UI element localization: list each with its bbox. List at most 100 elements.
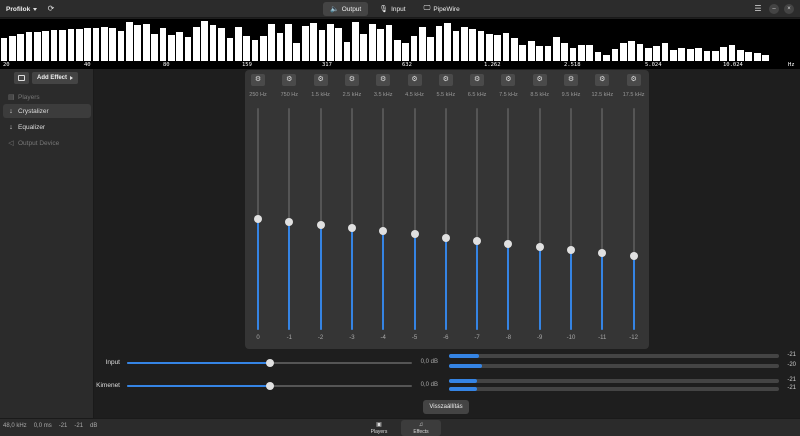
output-level-bar-right <box>449 387 779 391</box>
spectrum-bar <box>209 24 217 61</box>
sidebar-item-label: Output Device <box>18 139 60 147</box>
band-settings-gear-icon[interactable]: ⚙ <box>501 74 516 86</box>
band-settings-gear-icon[interactable]: ⚙ <box>344 74 359 86</box>
band-gain-slider[interactable] <box>285 218 294 227</box>
band-settings-gear-icon[interactable]: ⚙ <box>282 74 297 86</box>
sidebar-toggle-button[interactable] <box>14 72 29 84</box>
spectrum-bar <box>117 30 125 61</box>
spectrum-bar <box>134 25 142 61</box>
band-slider-track <box>350 108 353 330</box>
nav-effects[interactable]: ♫ Effects <box>401 420 441 436</box>
bottom-bar: 48,0 kHz 0,0 ms -21 -21 dB ▣ Players ♫ E… <box>0 418 800 436</box>
band-gain-slider[interactable] <box>441 233 450 242</box>
band-settings-gear-icon[interactable]: ⚙ <box>595 74 610 86</box>
nav-players[interactable]: ▣ Players <box>359 420 399 436</box>
band-slider-track <box>507 108 510 330</box>
band-gain-slider[interactable] <box>629 252 638 260</box>
band-gain-slider[interactable] <box>567 245 575 254</box>
band-slider-fill <box>444 237 447 330</box>
spectrum-bar <box>360 34 368 61</box>
band-settings-gear-icon[interactable]: ⚙ <box>438 74 453 86</box>
spectrum-bar <box>511 37 518 61</box>
chevron-down-icon <box>33 7 38 11</box>
tab-input[interactable]: 🎙 Input <box>372 2 412 16</box>
spectrum-bar <box>34 31 41 61</box>
add-effect-button[interactable]: Add Effect <box>32 72 78 84</box>
sidebar-item-output-device[interactable]: ◁ Output Device <box>3 136 91 150</box>
band-settings-gear-icon[interactable]: ⚙ <box>532 74 547 86</box>
output-gain-slider[interactable] <box>265 382 274 390</box>
band-gain-slider[interactable] <box>379 227 388 236</box>
spectrum-bar <box>552 37 560 61</box>
band-gain-slider[interactable] <box>254 215 262 223</box>
close-icon[interactable]: × <box>784 4 794 14</box>
sidebar-item-crystalizer[interactable]: ↓ Crystalizer <box>3 104 91 118</box>
band-settings-gear-icon[interactable]: ⚙ <box>407 74 422 86</box>
input-level-bar-right <box>449 364 779 368</box>
band-gain-slider[interactable] <box>598 248 607 257</box>
sidebar-icon <box>18 75 25 81</box>
input-gain-slider[interactable] <box>265 359 274 367</box>
band-slider-track <box>319 108 322 330</box>
spectrum-bar <box>485 34 493 61</box>
eq-band: ⚙ 4.5 kHz -5 <box>405 70 425 349</box>
spectrum-bar <box>460 27 468 61</box>
spectrum-bar <box>75 28 83 61</box>
band-gain-slider[interactable] <box>504 239 513 248</box>
spectrum-bar <box>335 27 343 61</box>
band-gain-slider[interactable] <box>535 242 544 251</box>
frequency-tick-label: 5.024 <box>645 62 662 68</box>
band-settings-gear-icon[interactable]: ⚙ <box>376 74 391 86</box>
band-settings-gear-icon[interactable]: ⚙ <box>626 74 641 86</box>
spectrum-bar <box>502 32 510 61</box>
band-settings-gear-icon[interactable]: ⚙ <box>470 74 485 86</box>
band-frequency-label: 7.5 kHz <box>499 92 518 98</box>
band-slider-track <box>382 108 385 330</box>
band-gain-slider[interactable] <box>410 230 419 239</box>
crystalizer-bands-panel: ⚙ 250 Hz 0 ⚙ 750 Hz -1 ⚙ 1.5 kHz -2 ⚙ 2.5 kHz -3 ⚙ 3.… <box>245 70 649 349</box>
band-settings-gear-icon[interactable]: ⚙ <box>313 74 328 86</box>
tab-output[interactable]: 🔈 Output <box>323 2 369 16</box>
tab-pipewire[interactable]: 🖵 PipeWire <box>417 2 467 16</box>
nav-players-label: Players <box>370 429 388 435</box>
spectrum-frequency-axis: 20 40 80 159 317 632 1.262 2.518 5.024 10.024 Hz <box>0 61 800 69</box>
sidebar-item-equalizer[interactable]: ↓ Equalizer <box>3 120 91 134</box>
bypass-icon[interactable]: ⟳ <box>47 4 55 13</box>
spectrum-bar <box>159 28 167 61</box>
sample-rate: 48,0 kHz <box>3 423 27 429</box>
spectrum-analyzer <box>0 19 800 61</box>
band-gain-slider[interactable] <box>473 236 482 245</box>
band-settings-gear-icon[interactable]: ⚙ <box>564 74 578 86</box>
spectrum-bar <box>745 51 753 61</box>
spectrum-bar <box>352 22 359 61</box>
band-gain-value: 0 <box>256 335 260 341</box>
spectrum-bar <box>527 40 535 61</box>
band-settings-gear-icon[interactable]: ⚙ <box>251 74 265 86</box>
spectrum-bar <box>84 28 91 61</box>
band-slider-fill <box>632 256 635 330</box>
spectrum-bar <box>419 26 426 61</box>
spectrum-bar <box>276 32 284 61</box>
hamburger-menu-icon[interactable]: ☰ <box>754 4 762 13</box>
view-switcher: 🔈 Output 🎙 Input 🖵 PipeWire <box>323 2 467 16</box>
spectrum-bar <box>176 31 184 61</box>
band-frequency-label: 5.5 kHz <box>436 92 456 98</box>
frequency-tick-label: 80 <box>163 62 170 68</box>
spectrum-bar <box>42 30 50 61</box>
add-effect-label: Add Effect <box>37 75 67 81</box>
sidebar-item-players[interactable]: ▤ Players <box>3 90 91 104</box>
band-frequency-label: 3.5 kHz <box>373 92 393 98</box>
profiles-menu-button[interactable]: Profilok <box>6 3 38 15</box>
band-gain-slider[interactable] <box>316 221 325 230</box>
frequency-tick-label: 2.518 <box>564 62 581 68</box>
band-slider-track <box>601 108 604 330</box>
spectrum-bar <box>586 44 594 61</box>
spectrum-bar <box>393 40 401 61</box>
spectrum-bar <box>452 31 460 61</box>
sidebar-item-label: Equalizer <box>18 123 46 131</box>
reset-button[interactable]: Visszaállítás <box>423 400 469 414</box>
minimize-icon[interactable]: – <box>769 4 779 14</box>
band-frequency-label: 1.5 kHz <box>311 92 330 98</box>
band-gain-slider[interactable] <box>347 224 356 233</box>
output-level-fill-left <box>449 379 478 383</box>
